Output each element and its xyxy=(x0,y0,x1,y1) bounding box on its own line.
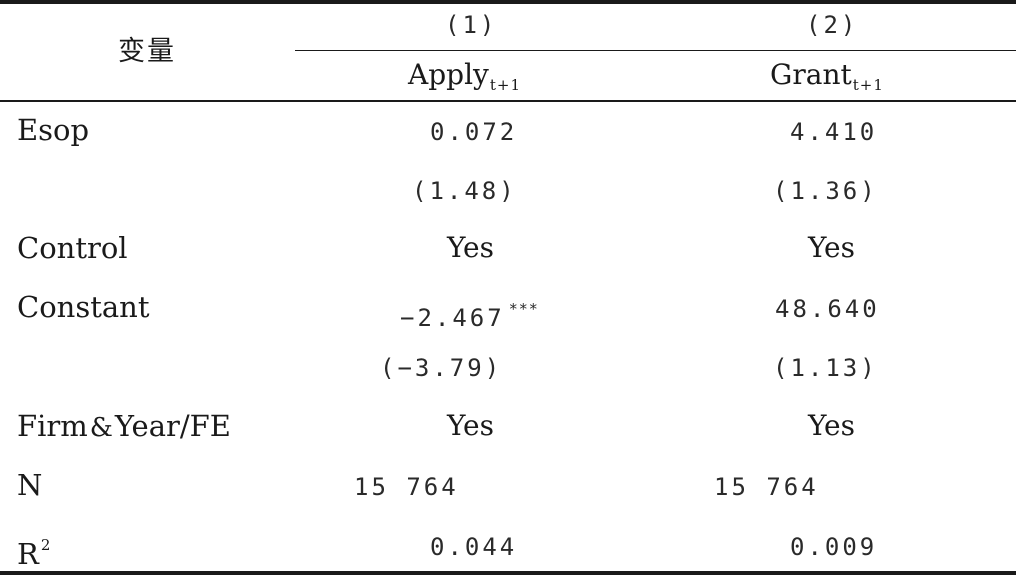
column-2-dependent-subscript: t+1 xyxy=(852,76,884,94)
cell-r-squared-col2: 0.009 xyxy=(790,533,878,561)
significance-stars: *** xyxy=(508,300,539,318)
table-bottom-rule xyxy=(0,571,1016,575)
cell-constant-tstat-col1: (−3.79) xyxy=(380,354,503,382)
column-2-dependent-name: Grant xyxy=(770,58,852,91)
cell-fixed-effects-col2: Yes xyxy=(808,409,855,442)
cell-control-col1: Yes xyxy=(447,231,494,264)
cell-esop-tstat-col1: (1.48) xyxy=(412,177,517,205)
column-1-dependent-variable: Applyt+1 xyxy=(408,59,521,101)
r-squared-superscript: 2 xyxy=(40,536,51,554)
header-bottom-rule xyxy=(0,100,1016,102)
row-label-control: Control xyxy=(17,231,128,265)
fixed-effects-label-firm: Firm xyxy=(17,409,88,443)
row-label-esop: Esop xyxy=(17,113,90,147)
fixed-effects-label-year: Year/FE xyxy=(114,409,231,443)
row-label-n: N xyxy=(17,468,43,502)
column-1-number: (1) xyxy=(445,11,498,39)
cell-n-col1: 15 764 xyxy=(354,473,459,501)
row-label-fixed-effects: Firm&Year/FE xyxy=(17,410,231,444)
cell-constant-tstat-col2: (1.13) xyxy=(773,354,878,382)
r-squared-letter: R xyxy=(17,537,39,571)
cell-esop-tstat-col2: (1.36) xyxy=(773,177,878,205)
header-sub-rule xyxy=(295,50,1016,51)
column-1-dependent-subscript: t+1 xyxy=(489,76,521,94)
cell-control-col2: Yes xyxy=(808,231,855,264)
cell-constant-col2: 48.640 xyxy=(775,295,880,323)
ampersand-glyph: & xyxy=(89,413,113,443)
cell-constant-col1-value: −2.467 xyxy=(400,304,505,332)
cell-esop-col2: 4.410 xyxy=(790,118,878,146)
column-2-number: (2) xyxy=(806,11,859,39)
column-1-dependent-name: Apply xyxy=(408,58,489,91)
table-top-rule xyxy=(0,0,1016,4)
cell-r-squared-col1: 0.044 xyxy=(430,533,518,561)
cell-n-col2: 15 764 xyxy=(714,473,819,501)
variable-header: 变量 xyxy=(118,36,176,67)
cell-constant-col1: −2.467 *** xyxy=(400,293,539,334)
cell-esop-col1: 0.072 xyxy=(430,118,518,146)
column-2-dependent-variable: Grantt+1 xyxy=(770,59,884,101)
cell-fixed-effects-col1: Yes xyxy=(447,409,494,442)
row-label-constant: Constant xyxy=(17,290,150,324)
